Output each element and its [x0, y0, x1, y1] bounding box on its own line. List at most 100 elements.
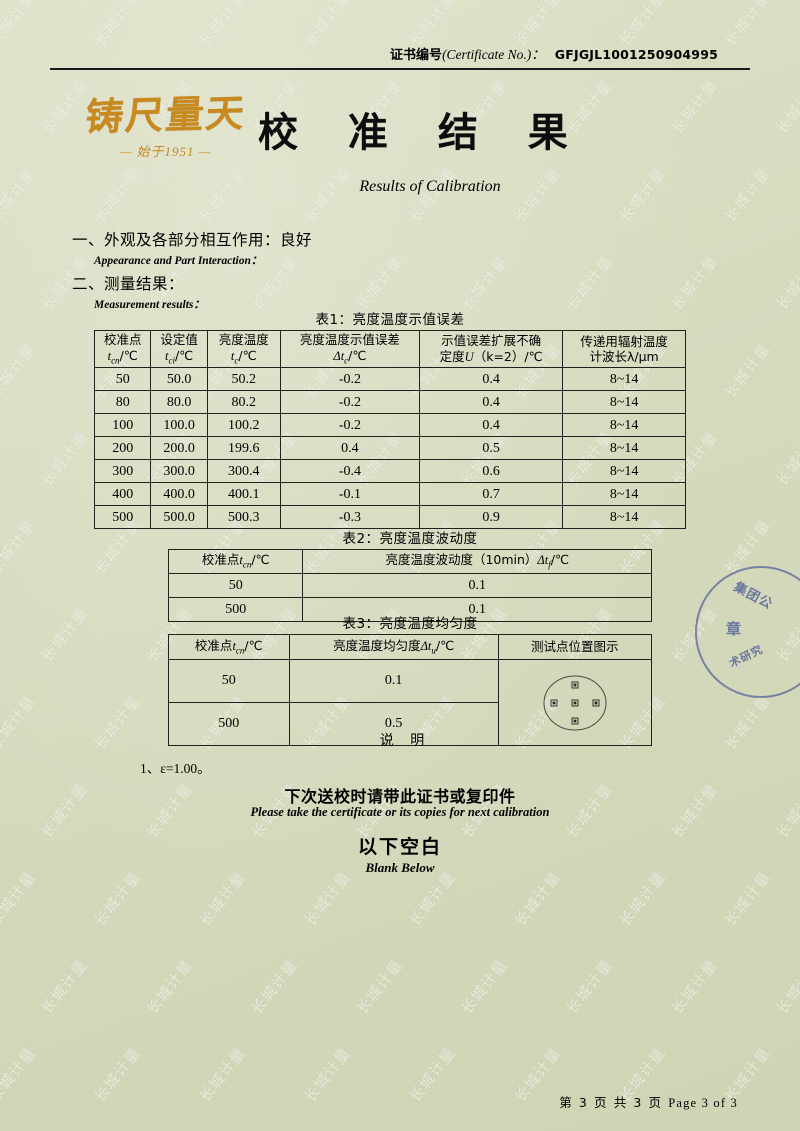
table-row: 100 100.0 100.2 -0.2 0.4 8~14	[93, 413, 686, 438]
table1-cell-r3-c1: 200.0	[150, 436, 208, 461]
watermark-text: 长城计量	[456, 955, 512, 1018]
page-number-cn: 第 3 页 共 3 页	[559, 1095, 663, 1110]
table1-cell-r5-c4: 0.7	[419, 482, 564, 507]
table1-cell-r1-c2: 80.2	[206, 390, 281, 415]
table-row: 500 0.5	[168, 702, 652, 746]
table1-cell-r6-c3: -0.3	[279, 505, 421, 530]
table1-col-header-4: 示值误差扩展不确 定度U（k=2）/℃	[419, 329, 564, 369]
table3-cell-r0-c1: 0.1	[288, 659, 499, 703]
watermark-text: 长城计量	[246, 955, 302, 1018]
table1-cell-r4-c3: -0.4	[279, 459, 421, 484]
table1-cell-r0-c5: 8~14	[562, 367, 686, 392]
page-footer: 第 3 页 共 3 页 Page 3 of 3	[0, 1092, 800, 1111]
table1-cell-r4-c1: 300.0	[150, 459, 208, 484]
table1-cell-r1-c3: -0.2	[279, 390, 421, 415]
table3-cell-r1-c1: 0.5	[288, 702, 499, 746]
table1-cell-r2-c1: 100.0	[150, 413, 208, 438]
watermark-text: 长城计量	[614, 867, 670, 930]
watermark-text: 长城计量	[561, 251, 617, 314]
table1-cell-r2-c4: 0.4	[419, 413, 564, 438]
logo-since-text: — 始于1951 —	[119, 143, 212, 159]
table1-cell-r4-c0: 300	[93, 459, 152, 484]
watermark-text: 长城计量	[456, 251, 512, 314]
table2-cell-r1-c0: 500	[167, 597, 304, 622]
section-measurement: 二、测量结果： Measurement results：	[72, 272, 205, 312]
watermark-text: 长城计量	[719, 339, 775, 402]
table2-caption: 表2：亮度温度波动度	[342, 531, 478, 547]
table1-cell-r3-c5: 8~14	[562, 436, 686, 461]
watermark-text: 长城计量	[666, 603, 722, 666]
watermark-text: 长城计量	[89, 867, 145, 930]
certificate-number-value: GFJGJL1001250904995	[554, 47, 718, 62]
seal-text-center: 章	[726, 620, 742, 638]
table1-col-header-3: 亮度温度示值误差 Δtc/℃	[279, 329, 421, 369]
table1-cell-r1-c1: 80.0	[150, 390, 208, 415]
table2-body: 50 0.1 500 0.1	[167, 573, 652, 622]
table1-body: 50 50.0 50.2 -0.2 0.4 8~14 80 80.0 80.2 -0.2 0.4 8~…	[93, 367, 686, 530]
next-calibration-notice-en: Please take the certificate or its copie…	[250, 805, 550, 819]
table1-cell-r2-c5: 8~14	[562, 413, 686, 438]
watermark-text: 长城计量	[194, 867, 250, 930]
table1-brightness-temperature-error: 校准点 tcn/℃ 设定值 tci/℃ 亮度温度 tc/℃ 亮度温度示值误差 Δtc/℃ 示值误…	[93, 329, 686, 530]
table1-cell-r3-c0: 200	[93, 436, 152, 461]
table3-col-header-1: 亮度温度均匀度Δtu/℃	[288, 634, 499, 660]
table2-col-header-1: 亮度温度波动度（10min）Δtf/℃	[302, 549, 652, 574]
table1-cell-r2-c0: 100	[93, 413, 152, 438]
watermark-text: 长城计量	[36, 603, 92, 666]
table3-header-row: 校准点tcn/℃ 亮度温度均匀度Δtu/℃ 测试点位置图示	[168, 634, 653, 660]
table-row: 500 500.0 500.3 -0.3 0.9 8~14	[93, 505, 686, 530]
header-divider	[50, 68, 750, 70]
table1-col-header-5: 传递用辐射温度 计波长λ/μm	[562, 329, 686, 369]
explanation-title: 说 明	[379, 733, 431, 749]
table3-brightness-temperature-uniformity: 校准点tcn/℃ 亮度温度均匀度Δtu/℃ 测试点位置图示 50 0.1 500 0.5	[168, 634, 653, 746]
table3-body: 50 0.1 500 0.5	[168, 659, 653, 746]
table1-col-header-0: 校准点 tcn/℃	[93, 329, 152, 369]
table3-container: 表3：亮度温度均匀度 校准点tcn/℃ 亮度温度均匀度Δtu/℃ 测试点位置图示 5…	[168, 612, 653, 746]
table3-col-header-0: 校准点tcn/℃	[168, 634, 290, 660]
table1-cell-r0-c3: -0.2	[279, 367, 421, 392]
table1-cell-r2-c3: -0.2	[279, 413, 421, 438]
table2-cell-r0-c1: 0.1	[302, 573, 652, 598]
logo-mark-text: 铸尺量天	[83, 90, 248, 140]
table1-cell-r0-c2: 50.2	[206, 367, 281, 392]
watermark-text: 长城计量	[666, 75, 722, 138]
next-calibration-notice-cn: 下次送校时请带此证书或复印件	[284, 787, 516, 806]
watermark-text: 长城计量	[561, 955, 617, 1018]
table1-cell-r4-c2: 300.4	[206, 459, 281, 484]
blank-below-label-en: Blank Below	[365, 860, 435, 875]
table-row: 400 400.0 400.1 -0.1 0.7 8~14	[93, 482, 686, 507]
test-point-diagram-icon	[543, 675, 607, 730]
table1-cell-r6-c2: 500.3	[206, 505, 281, 530]
table-row: 80 80.0 80.2 -0.2 0.4 8~14	[93, 390, 686, 415]
table1-cell-r6-c5: 8~14	[562, 505, 686, 530]
table1-container: 表1：亮度温度示值误差 校准点 tcn/℃ 设定值 tci/℃ 亮度温度 tc/℃ 亮度温度…	[93, 308, 686, 530]
watermark-text: 长城计量	[666, 955, 722, 1018]
page-subtitle: Results of Calibration	[359, 178, 501, 195]
table1-cell-r4-c5: 8~14	[562, 459, 686, 484]
certificate-number-line: 证书编号(Certificate No.)： GFJGJL100125090499…	[0, 43, 800, 63]
table1-cell-r1-c0: 80	[93, 390, 152, 415]
table1-cell-r2-c2: 100.2	[206, 413, 281, 438]
table1-cell-r5-c2: 400.1	[206, 482, 281, 507]
table1-caption: 表1：亮度温度示值误差	[315, 312, 465, 328]
table2-cell-r1-c1: 0.1	[302, 597, 652, 622]
watermark-text: 长城计量	[771, 603, 800, 666]
page-title: 校 准 结 果	[258, 110, 586, 156]
table-row: 50 50.0 50.2 -0.2 0.4 8~14	[93, 367, 686, 392]
table1-cell-r6-c4: 0.9	[419, 505, 564, 530]
certificate-number-label-en: (Certificate No.)：	[442, 47, 545, 62]
table3-cell-r1-c0: 500	[168, 702, 290, 746]
section-appearance-label-cn: 一、外观及各部分相互作用：良好	[72, 231, 313, 249]
watermark-text: 长城计量	[771, 75, 800, 138]
explanation-note-1: 1、ε=1.00。	[140, 761, 211, 776]
watermark-text: 长城计量	[0, 339, 40, 402]
table1-cell-r5-c0: 400	[93, 482, 152, 507]
table1-cell-r0-c1: 50.0	[150, 367, 208, 392]
table-row: 200 200.0 199.6 0.4 0.5 8~14	[93, 436, 686, 461]
watermark-text: 长城计量	[771, 251, 800, 314]
table1-col-header-1: 设定值 tci/℃	[150, 329, 208, 369]
official-seal-stamp	[695, 566, 800, 698]
watermark-text: 长城计量	[299, 867, 355, 930]
table3-caption: 表3：亮度温度均匀度	[342, 616, 478, 632]
